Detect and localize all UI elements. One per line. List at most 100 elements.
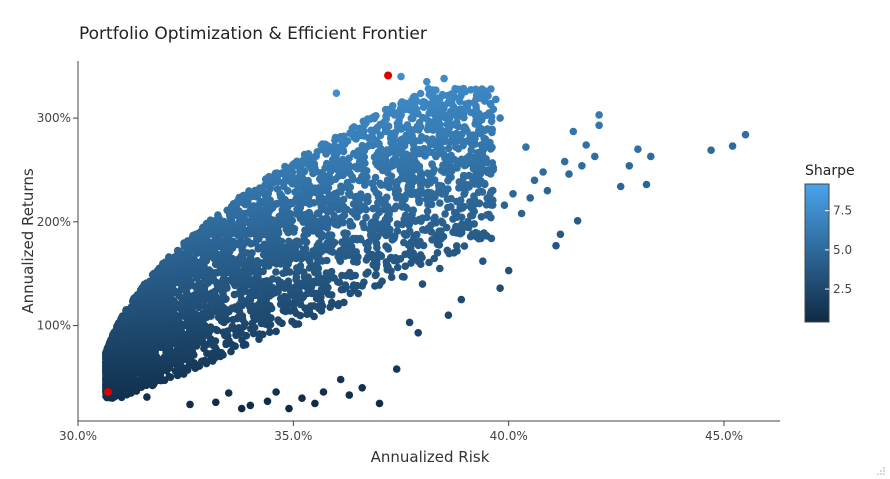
portfolio-point [471, 228, 480, 237]
portfolio-point [441, 210, 449, 218]
portfolio-point [393, 220, 402, 228]
portfolio-point [283, 243, 291, 251]
portfolio-point [556, 230, 565, 239]
portfolio-point [565, 170, 573, 178]
portfolio-point [365, 141, 374, 149]
portfolio-point [262, 277, 271, 285]
portfolio-point [438, 90, 447, 99]
portfolio-point [263, 397, 272, 406]
portfolio-point [456, 196, 465, 204]
portfolio-point [346, 189, 354, 198]
portfolio-point [436, 264, 444, 273]
portfolio-point [392, 202, 401, 211]
portfolio-point [382, 242, 390, 250]
chart-title: Portfolio Optimization & Efficient Front… [79, 24, 427, 44]
portfolio-point [487, 85, 495, 93]
portfolio-point [452, 129, 461, 138]
portfolio-point [358, 172, 366, 181]
portfolio-point [418, 280, 427, 288]
portfolio-point [358, 141, 367, 150]
portfolio-point [362, 213, 370, 222]
portfolio-point [430, 254, 439, 263]
portfolio-point [272, 388, 280, 396]
portfolio-point [496, 114, 504, 122]
portfolio-point [424, 178, 433, 186]
portfolio-point [539, 168, 547, 176]
portfolio-point [409, 206, 418, 214]
portfolio-point [437, 227, 445, 235]
portfolio-point [339, 195, 348, 204]
portfolio-point [417, 133, 426, 141]
portfolio-point [332, 89, 341, 97]
portfolio-point [477, 187, 486, 196]
portfolio-point [647, 152, 655, 161]
portfolio-point [268, 284, 277, 292]
portfolio-point [467, 86, 475, 94]
portfolio-point [311, 399, 319, 408]
portfolio-point [274, 316, 282, 324]
portfolio-point [336, 375, 345, 384]
portfolio-point [143, 393, 151, 401]
portfolio-point [352, 248, 361, 256]
portfolio-point [272, 199, 281, 208]
portfolio-point [445, 173, 454, 181]
portfolio-point [265, 328, 274, 337]
portfolio-point [245, 187, 253, 195]
portfolio-point [444, 185, 452, 193]
portfolio-point [440, 74, 448, 83]
portfolio-point [337, 188, 345, 196]
portfolio-point [569, 127, 578, 136]
portfolio-point [424, 188, 432, 197]
portfolio-point [436, 199, 444, 207]
x-axis-label: Annualized Risk [371, 448, 490, 466]
portfolio-point [595, 111, 603, 119]
portfolio-point [330, 142, 338, 150]
portfolio-point [477, 141, 486, 149]
portfolio-point [560, 157, 569, 166]
colorbar-title: Sharpe [805, 163, 855, 179]
portfolio-point [465, 99, 473, 107]
portfolio-point [359, 219, 367, 228]
portfolio-point [228, 322, 237, 331]
portfolio-point [372, 112, 380, 120]
portfolio-point [273, 169, 281, 177]
portfolio-point [434, 181, 443, 190]
x-tick-label: 40.0% [490, 429, 528, 443]
portfolio-point [205, 266, 214, 274]
portfolio-point [414, 329, 423, 337]
portfolio-point [326, 231, 334, 239]
portfolio-point [350, 123, 358, 131]
portfolio-point [530, 176, 539, 185]
portfolio-point [349, 234, 358, 243]
portfolio-point [273, 185, 282, 193]
portfolio-point [452, 143, 460, 151]
portfolio-point [423, 213, 431, 222]
portfolio-point [423, 169, 432, 177]
portfolio-point [237, 404, 246, 413]
colorbar-tick-label: 5.0 [833, 243, 852, 257]
portfolio-point [357, 190, 365, 198]
portfolio-point [327, 267, 336, 276]
portfolio-point [304, 150, 313, 158]
portfolio-point [367, 126, 375, 135]
portfolio-point [467, 146, 476, 154]
portfolio-point [543, 186, 552, 195]
portfolio-point [428, 135, 437, 143]
portfolio-point [212, 398, 220, 407]
portfolio-point [173, 246, 182, 255]
portfolio-point [290, 305, 298, 314]
portfolio-point [480, 229, 488, 237]
portfolio-point [206, 323, 215, 331]
portfolio-point [578, 162, 586, 170]
portfolio-point [500, 201, 509, 209]
y-tick-label: 100% [37, 319, 71, 333]
optimal-portfolio-point [104, 388, 113, 396]
portfolio-point [625, 162, 634, 170]
resize-handle-icon[interactable] [876, 466, 886, 476]
portfolio-point [341, 229, 349, 237]
portfolio-point [398, 272, 407, 281]
portfolio-point [337, 182, 345, 191]
portfolio-point [230, 290, 239, 299]
portfolio-point [239, 191, 248, 200]
portfolio-point [293, 237, 301, 245]
